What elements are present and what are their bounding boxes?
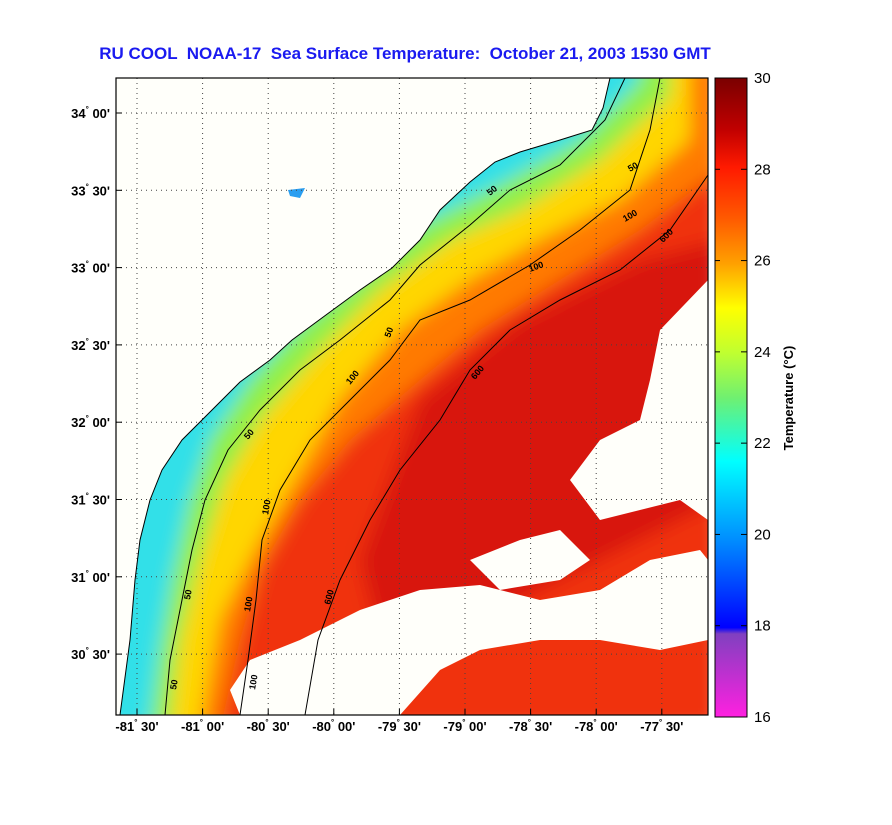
sst-field bbox=[116, 78, 708, 715]
colorbar-tick-label: 16 bbox=[754, 709, 771, 726]
contour-label: 50 bbox=[382, 326, 395, 339]
lat-tick-label: 30° 30' bbox=[71, 646, 110, 662]
cold-patch bbox=[288, 188, 305, 198]
colorbar-ticks: 30 28 26 24 22 20 18 16 bbox=[715, 70, 771, 726]
colorbar-tick-label: 22 bbox=[754, 435, 771, 452]
map-frame bbox=[115, 77, 709, 716]
graticule bbox=[116, 78, 708, 715]
lon-tick-label: -81° 30' bbox=[115, 718, 158, 734]
colorbar-tick-label: 30 bbox=[754, 70, 771, 87]
lat-tick-label: 32° 30' bbox=[71, 337, 110, 353]
coastline bbox=[119, 78, 611, 715]
latitude-axis: 34° 00' 33° 30' 33° 00' 32° 30' 32° 00' 31° 3… bbox=[71, 105, 122, 662]
sst-core-red bbox=[360, 243, 708, 640]
lon-tick-label: -79° 00' bbox=[443, 718, 486, 734]
depth-contours bbox=[119, 78, 708, 715]
contour-label: 50 bbox=[242, 427, 256, 441]
contour-label: 100 bbox=[242, 596, 254, 613]
contour-label: 100 bbox=[527, 259, 545, 274]
lon-tick-label: -79° 30' bbox=[378, 718, 421, 734]
lon-tick-label: -78° 30' bbox=[509, 718, 552, 734]
contour-600m bbox=[304, 174, 708, 715]
colorbar-tick-label: 18 bbox=[754, 618, 771, 635]
lon-tick-label: -77° 30' bbox=[640, 718, 683, 734]
land bbox=[116, 78, 610, 715]
colorbar-label: Temperature (°C) bbox=[781, 346, 796, 451]
lat-tick-label: 34° 00' bbox=[71, 105, 110, 121]
lat-tick-label: 33° 30' bbox=[71, 182, 110, 198]
contour-label: 50 bbox=[626, 160, 640, 174]
lat-tick-label: 31° 30' bbox=[71, 492, 110, 508]
contour-label: 600 bbox=[322, 588, 336, 605]
figure-title: RU COOL NOAA-17 Sea Surface Temperature:… bbox=[99, 44, 711, 63]
lat-tick-label: 32° 00' bbox=[71, 414, 110, 430]
contour-label: 100 bbox=[247, 674, 259, 691]
contour-label: 50 bbox=[485, 183, 499, 197]
contour-100m bbox=[239, 78, 661, 715]
colorbar-tick-label: 26 bbox=[754, 253, 771, 270]
colorbar-tick-label: 28 bbox=[754, 161, 771, 178]
cloud-mask bbox=[230, 280, 708, 715]
colorbar-tick-label: 20 bbox=[754, 526, 771, 543]
contour-label: 50 bbox=[168, 679, 180, 691]
lon-tick-label: -80° 30' bbox=[247, 718, 290, 734]
longitude-axis: -81° 30' -81° 00' -80° 30' -80° 00' -79° 30'… bbox=[115, 709, 683, 734]
lat-tick-label: 33° 00' bbox=[71, 260, 110, 276]
lon-tick-label: -80° 00' bbox=[312, 718, 355, 734]
contour-label: 50 bbox=[182, 589, 194, 601]
contour-50m bbox=[164, 78, 626, 715]
contour-label: 100 bbox=[260, 499, 272, 516]
colorbar-tick-label: 24 bbox=[754, 344, 771, 361]
lon-tick-label: -78° 00' bbox=[575, 718, 618, 734]
lon-tick-label: -81° 00' bbox=[181, 718, 224, 734]
colorbar bbox=[714, 77, 748, 718]
lat-tick-label: 31° 00' bbox=[71, 569, 110, 585]
